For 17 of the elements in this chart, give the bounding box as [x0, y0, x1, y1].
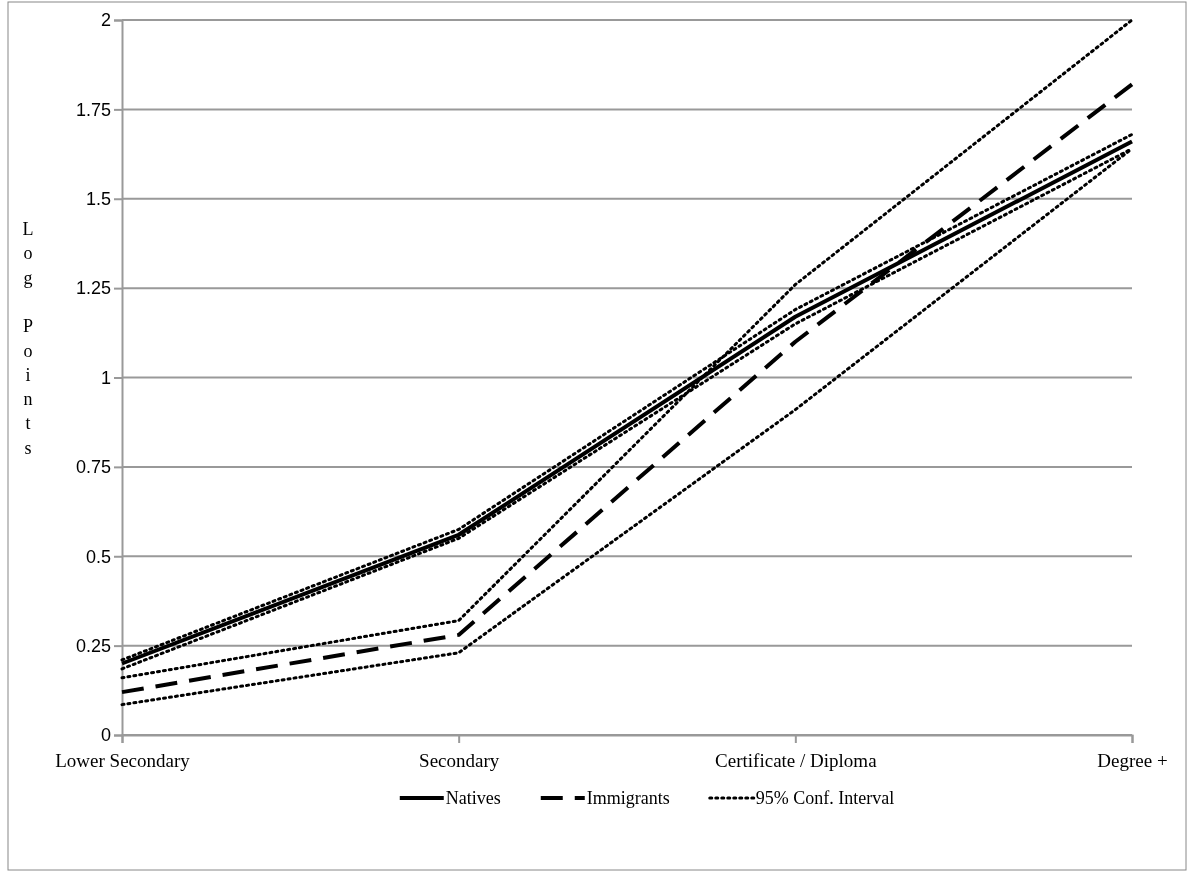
x-tick-label: Degree + — [1097, 749, 1168, 771]
legend-label: Natives — [445, 788, 501, 808]
legend-label: 95% Conf. Interval — [755, 788, 895, 808]
y-tick-label: 1.25 — [75, 278, 111, 299]
y-tick-label: 0.5 — [85, 546, 111, 567]
y-tick-label: 1 — [100, 367, 111, 388]
x-tick-label: Certificate / Diploma — [715, 749, 878, 771]
y-tick-label: 0 — [100, 725, 111, 746]
y-tick-label: 2 — [100, 10, 111, 31]
y-tick-label: 1.75 — [75, 99, 111, 120]
y-tick-label: 1.5 — [85, 189, 111, 210]
text: Log Points — [22, 219, 34, 458]
y-tick-label: 0.25 — [75, 635, 111, 656]
x-tick-label: Secondary — [419, 749, 500, 771]
y-tick-label: 0.75 — [75, 457, 111, 478]
legend-label: Immigrants — [586, 788, 670, 808]
x-tick-label: Lower Secondary — [55, 749, 191, 771]
